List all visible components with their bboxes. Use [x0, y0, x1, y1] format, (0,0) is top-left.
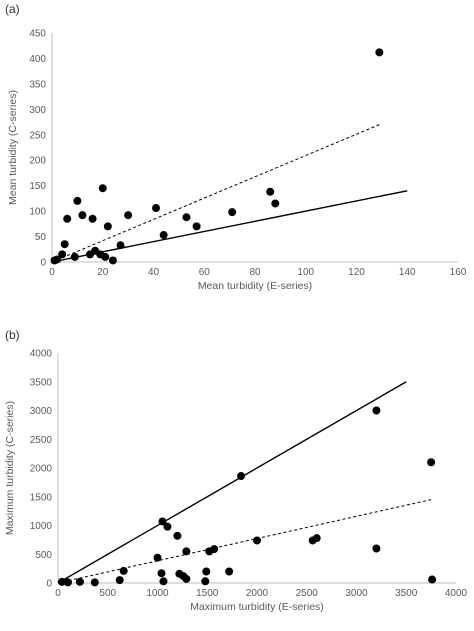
chart-b-data-point — [159, 577, 168, 586]
panel-b-label: (b) — [5, 328, 20, 342]
chart-b-y-tick-label: 4000 — [30, 349, 53, 360]
chart-a-x-tick-label: 40 — [148, 267, 160, 278]
chart-a-y-tick-label: 150 — [29, 181, 46, 192]
chart-a-data-point — [70, 252, 79, 261]
chart-a-y-tick-label: 400 — [29, 54, 46, 65]
chart-b-data-point — [202, 567, 211, 576]
chart-a-x-tick-label: 0 — [49, 267, 55, 278]
chart-b-data-point — [182, 574, 191, 583]
chart-a-data-point — [116, 241, 125, 250]
chart-a-data-point — [98, 184, 107, 193]
chart-a-data-point — [375, 48, 384, 57]
chart-b-data-point — [182, 547, 191, 556]
chart-a-data-point — [78, 211, 87, 220]
chart-b-data-point — [157, 569, 166, 578]
chart-b-data-point — [253, 536, 261, 545]
chart-b-data-point — [210, 545, 219, 554]
chart-b-data-point — [173, 531, 182, 540]
chart-b-x-tick-label: 2000 — [246, 588, 269, 599]
chart-b-x-tick-label: 0 — [55, 588, 61, 599]
chart-b-dashed-trend-line — [57, 499, 432, 584]
chart-b-data-point — [312, 534, 321, 543]
chart-b-solid-trend-line — [57, 381, 407, 584]
chart-b-x-tick-label: 1000 — [146, 588, 169, 599]
chart-b-data-point — [163, 522, 172, 531]
chart-a-data-point — [152, 204, 161, 213]
chart-b-y-tick-label: 3000 — [30, 406, 53, 417]
chart-b-y-tick-label: 500 — [35, 550, 52, 561]
chart-a-x-tick-label: 20 — [97, 267, 109, 278]
chart-a-data-point — [182, 213, 191, 222]
panel-a-label: (a) — [5, 2, 20, 16]
chart-a-data-point — [63, 214, 72, 223]
chart-b-y-tick-label: 0 — [46, 579, 52, 590]
chart-b-data-point — [75, 577, 84, 586]
chart-b-data-point — [57, 577, 66, 586]
chart-b-data-point — [115, 576, 124, 585]
chart-a-x-tick-label: 60 — [199, 267, 211, 278]
chart-b-x-tick-label: 3500 — [395, 588, 418, 599]
chart-b-data-point — [237, 472, 246, 481]
chart-b-y-tick-label: 3500 — [30, 377, 53, 388]
chart-b-x-axis-title: Maximum turbidity (E-series) — [190, 601, 324, 613]
chart-a-x-tick-label: 140 — [399, 267, 416, 278]
chart-b-x-tick-label: 3000 — [345, 588, 368, 599]
chart-a-data-point — [103, 222, 112, 231]
chart-a-x-tick-label: 100 — [297, 267, 314, 278]
chart-a-data-point — [88, 214, 97, 223]
chart-a-data-point — [101, 252, 110, 261]
chart-a-y-tick-label: 300 — [29, 105, 46, 116]
chart-b-x-tick-label: 1500 — [196, 588, 219, 599]
chart-a-y-axis-title: Mean turbidity (C-series) — [7, 90, 19, 205]
chart-b-y-tick-label: 1500 — [30, 492, 53, 503]
chart-a-x-tick-label: 120 — [348, 267, 365, 278]
chart-a-y-tick-label: 0 — [40, 258, 46, 269]
chart-a-x-tick-label: 160 — [450, 267, 467, 278]
chart-a-data-point — [58, 250, 67, 259]
chart-a-data-point — [159, 231, 168, 240]
chart-b-y-axis-title: Maximum turbidity (C-series) — [4, 401, 16, 535]
panel-b: (b) 0 500 1000 1500 2000 2500 3000 3500 4000 0 500… — [0, 326, 474, 631]
chart-b-data-point — [225, 567, 234, 576]
chart-a-dashed-trend-line — [51, 124, 380, 263]
chart-b-data-point — [158, 517, 167, 526]
chart-a-y-tick-label: 350 — [29, 79, 46, 90]
chart-b-svg: 0 500 1000 1500 2000 2500 3000 3500 4000 0 500 1000… — [4, 349, 468, 614]
chart-a-data-point — [228, 208, 237, 217]
chart-b-data-point — [63, 578, 72, 587]
chart-a-data-point — [108, 256, 117, 265]
chart-a-y-tick-label: 450 — [29, 29, 46, 40]
chart-a-data-point — [266, 187, 275, 196]
chart-a-solid-trend-line — [51, 190, 408, 263]
chart-a-x-tick-label: 80 — [249, 267, 261, 278]
chart-b-x-tick-label: 2500 — [296, 588, 319, 599]
chart-b-data-point — [90, 578, 99, 587]
chart-b-x-tick-label: 4000 — [445, 588, 468, 599]
chart-a-x-axis-title: Mean turbidity (E-series) — [198, 280, 312, 292]
chart-a-svg: 0 20 40 60 80 100 120 140 160 0 50 100 150 200 250 300 3… — [7, 29, 467, 293]
chart-b-y-tick-label: 2000 — [30, 464, 53, 475]
chart-b-data-point — [372, 406, 381, 415]
chart-a-data-point — [192, 222, 201, 231]
panel-a: (a) 0 20 40 60 80 100 120 140 160 0 50 100 150 200 250… — [5, 2, 467, 293]
chart-a-data-point — [124, 211, 133, 220]
chart-a-data-point — [60, 240, 69, 249]
chart-a-y-tick-label: 100 — [29, 207, 46, 218]
chart-b-data-point — [201, 577, 210, 586]
chart-a-y-tick-label: 50 — [35, 232, 47, 243]
chart-b-y-tick-label: 2500 — [30, 435, 53, 446]
chart-a-data-point — [73, 196, 82, 205]
chart-b-data-point — [153, 553, 162, 562]
chart-a-y-tick-label: 200 — [29, 156, 46, 167]
chart-b-x-tick-label: 500 — [99, 588, 116, 599]
chart-b-y-tick-label: 1000 — [30, 521, 53, 532]
chart-a-y-tick-label: 250 — [29, 130, 46, 141]
chart-b-data-point — [427, 458, 436, 467]
chart-b-data-point — [372, 544, 381, 553]
chart-b-data-point — [428, 575, 437, 584]
chart-a-data-point — [271, 199, 280, 208]
chart-a-data-point — [53, 255, 62, 264]
chart-b-data-point — [119, 566, 128, 575]
